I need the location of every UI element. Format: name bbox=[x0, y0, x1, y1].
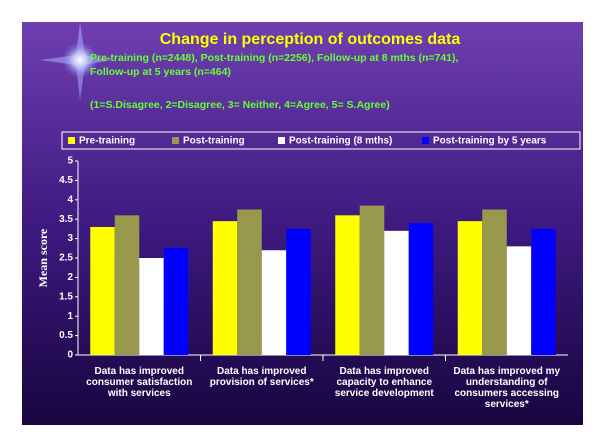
bar bbox=[286, 229, 311, 355]
slide: Change in perception of outcomes data Pr… bbox=[0, 0, 604, 446]
x-tick-label: Data has improved my understanding of co… bbox=[447, 366, 567, 410]
y-tick-label: 0.5 bbox=[59, 330, 73, 341]
bar bbox=[115, 215, 140, 355]
y-tick-label: 0 bbox=[67, 350, 73, 361]
bar bbox=[262, 250, 287, 355]
legend-label: Pre-training bbox=[79, 136, 135, 147]
x-tick-label: Data has improved provision of services* bbox=[202, 366, 322, 388]
bar bbox=[458, 221, 483, 355]
y-tick-label: 3 bbox=[67, 233, 73, 244]
bar bbox=[409, 223, 434, 355]
y-axis-label: Mean score bbox=[36, 228, 50, 287]
bar bbox=[360, 206, 385, 355]
y-tick-label: 4.5 bbox=[59, 175, 73, 186]
legend-label: Post-training bbox=[183, 136, 245, 147]
bar bbox=[139, 258, 164, 355]
legend-label: Post-training by 5 years bbox=[433, 136, 547, 147]
x-tick-label: Data has improved capacity to enhance se… bbox=[324, 366, 444, 399]
y-tick-label: 5 bbox=[67, 156, 73, 167]
legend-swatch bbox=[422, 137, 429, 144]
legend-swatch bbox=[278, 137, 285, 144]
bar bbox=[213, 221, 238, 355]
y-tick-label: 4 bbox=[67, 194, 73, 205]
bar bbox=[335, 215, 360, 355]
subtitle: Follow-up at 5 years (n=464) bbox=[90, 66, 231, 78]
bar bbox=[237, 210, 262, 356]
y-tick-label: 2.5 bbox=[59, 253, 73, 264]
bar bbox=[507, 246, 532, 355]
bar bbox=[531, 229, 556, 355]
legend-swatch bbox=[172, 137, 179, 144]
bar bbox=[90, 227, 115, 355]
bar bbox=[482, 210, 507, 356]
y-tick-label: 1.5 bbox=[59, 291, 73, 302]
legend-swatch bbox=[68, 137, 75, 144]
x-tick-label: Data has improved consumer satisfaction … bbox=[79, 366, 199, 399]
subtitle: Pre-training (n=2448), Post-training (n=… bbox=[90, 52, 459, 64]
chart-title: Change in perception of outcomes data bbox=[160, 31, 461, 48]
y-tick-label: 1 bbox=[67, 311, 73, 322]
legend-label: Post-training (8 mths) bbox=[289, 136, 392, 147]
bar bbox=[164, 248, 189, 355]
y-tick-label: 3.5 bbox=[59, 214, 73, 225]
subtitle: (1=S.Disagree, 2=Disagree, 3= Neither, 4… bbox=[90, 99, 390, 111]
bar bbox=[384, 231, 409, 355]
y-tick-label: 2 bbox=[67, 272, 73, 283]
